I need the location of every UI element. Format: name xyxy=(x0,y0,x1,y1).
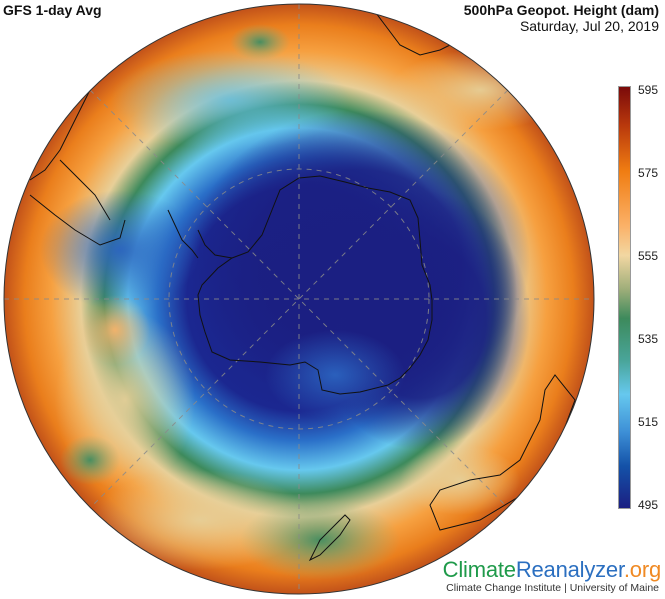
brand-part-reanalyzer: Reanalyzer xyxy=(515,557,624,582)
colorbar-tick-515: 515 xyxy=(638,415,659,429)
colorbar-tick-535: 535 xyxy=(638,332,659,346)
brand-logo[interactable]: ClimateReanalyzer.org xyxy=(442,557,662,583)
brand-institution: Climate Change Institute | University of… xyxy=(446,582,659,594)
model-title: GFS 1-day Avg xyxy=(3,2,102,18)
colorbar-tick-555: 555 xyxy=(638,249,659,263)
brand-part-climate: Climate xyxy=(442,557,516,582)
colorbar-tick-595: 595 xyxy=(638,83,659,97)
colorbar-tick-575: 575 xyxy=(638,166,659,180)
antarctica-coastline xyxy=(197,175,433,395)
variable-title: 500hPa Geopot. Height (dam) xyxy=(463,2,659,18)
colorbar-tick-495: 495 xyxy=(638,498,659,512)
globe-map xyxy=(3,3,595,595)
date-label: Saturday, Jul 20, 2019 xyxy=(519,18,659,34)
colorbar xyxy=(618,86,631,509)
brand-part-org: .org xyxy=(623,557,661,582)
